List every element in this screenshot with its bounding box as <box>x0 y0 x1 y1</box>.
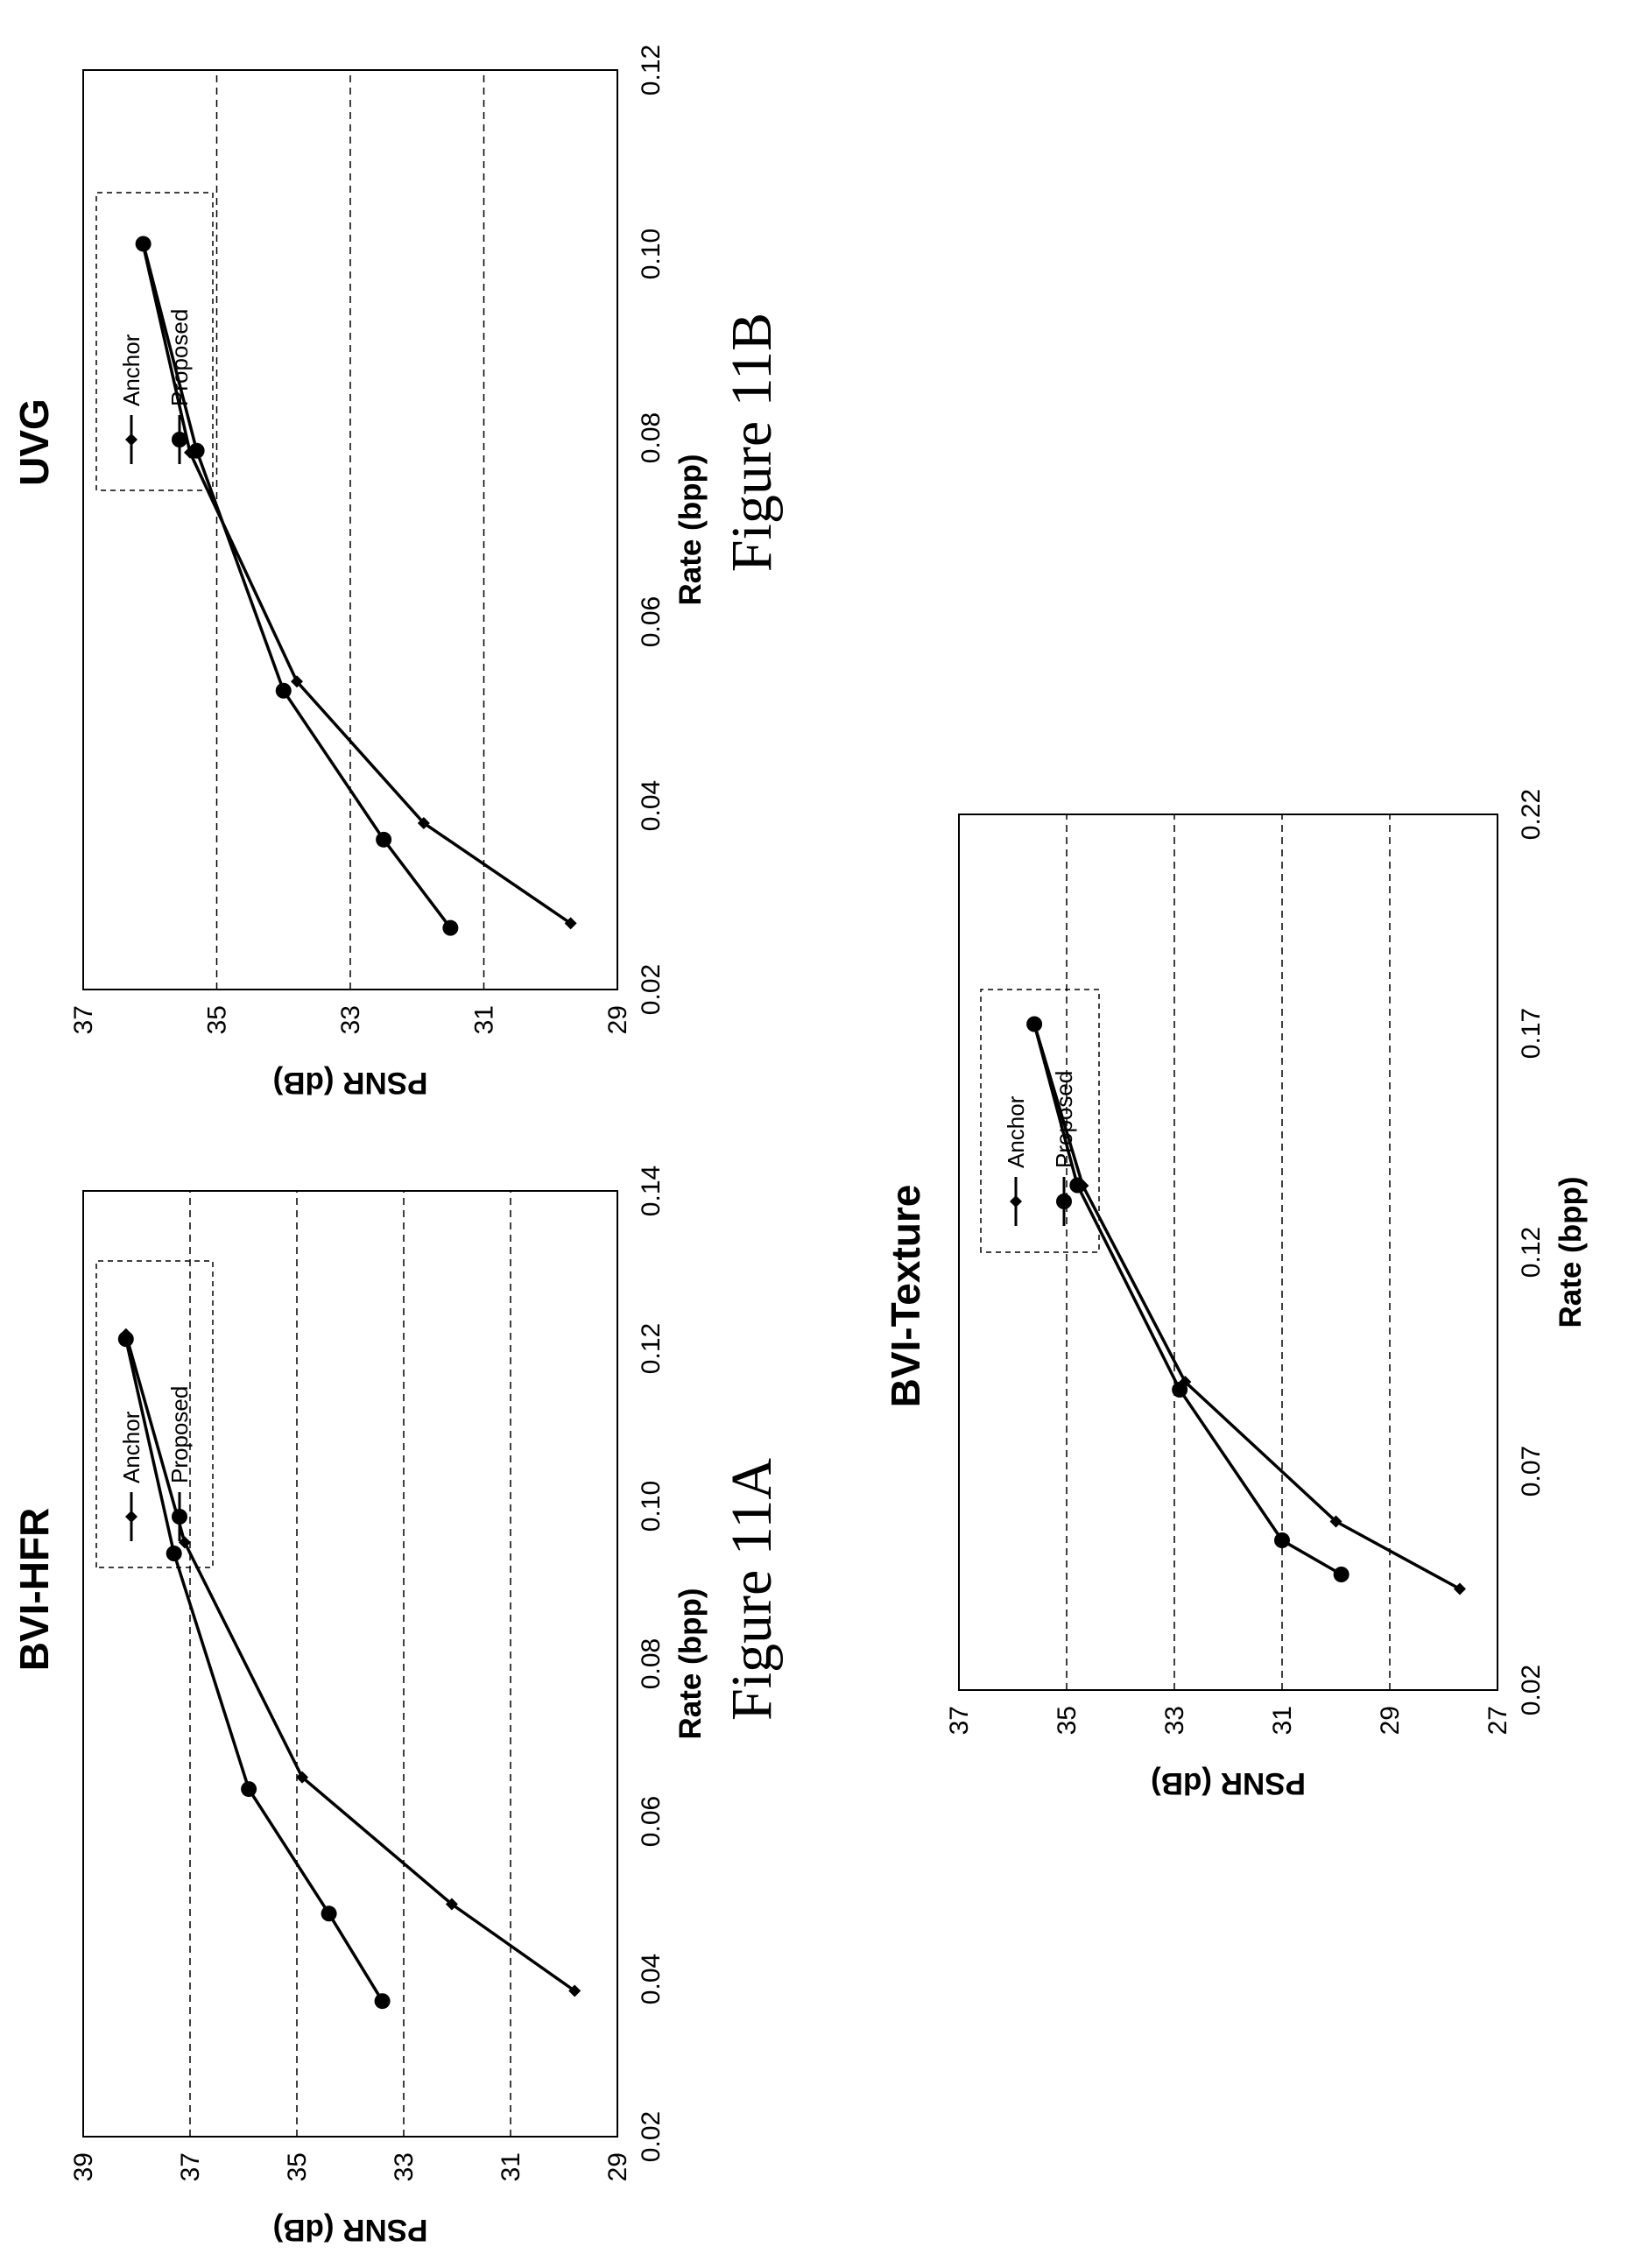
data-point-anchor <box>296 1771 309 1784</box>
legend-marker-proposed <box>172 432 187 447</box>
x-tick-label: 0.17 <box>1517 1008 1546 1059</box>
y-tick-label: 37 <box>176 2152 205 2181</box>
x-tick-label: 0.02 <box>637 2111 666 2162</box>
data-point-proposed <box>275 682 292 699</box>
data-point-proposed <box>117 1331 134 1348</box>
y-tick-label: 35 <box>203 1005 232 1034</box>
x-tick-label: 0.07 <box>1517 1446 1546 1497</box>
y-tick-label: 35 <box>1053 1706 1082 1735</box>
x-tick-label: 0.10 <box>637 1481 666 1532</box>
y-tick-label: 31 <box>470 1005 499 1034</box>
data-point-proposed <box>1069 1177 1086 1194</box>
legend-box <box>95 192 214 491</box>
legend-marker-proposed <box>1056 1194 1072 1209</box>
x-tick-label: 0.14 <box>637 1166 666 1216</box>
x-tick-label: 0.06 <box>637 1796 666 1847</box>
y-tick-label: 29 <box>603 2152 632 2181</box>
x-tick-label: 0.08 <box>637 1638 666 1689</box>
y-tick-label: 29 <box>1376 1706 1405 1735</box>
x-tick-label: 0.12 <box>1517 1227 1546 1278</box>
legend-marker-anchor <box>125 433 137 446</box>
y-tick-label: 37 <box>945 1706 974 1735</box>
y-tick-label: 37 <box>69 1005 98 1034</box>
y-tick-label: 39 <box>69 2152 98 2181</box>
data-point-proposed <box>166 1546 182 1561</box>
data-point-proposed <box>188 442 205 459</box>
y-tick-label: 27 <box>1483 1706 1512 1735</box>
plot-area-frame <box>82 69 618 990</box>
legend-label-proposed: Proposed <box>166 1386 193 1483</box>
x-tick-label: 0.10 <box>637 229 666 279</box>
data-point-anchor <box>291 675 303 688</box>
chart-figA: BVI-HFR 29 31 33 35 37 39 0.02 0.04 0.06 0.08 0.10 0… <box>11 1166 784 2247</box>
legend-label-proposed: Proposed <box>166 309 193 406</box>
legend-label-anchor: Anchor <box>118 1411 144 1483</box>
x-tick-label: 0.06 <box>637 596 666 647</box>
data-point-proposed <box>1333 1567 1350 1582</box>
y-tick-label: 33 <box>336 1005 365 1034</box>
y-axis-label: PSNR (dB) <box>273 2213 428 2247</box>
x-tick-label: 0.08 <box>637 412 666 463</box>
x-tick-label: 0.12 <box>637 45 666 95</box>
y-tick-label: 35 <box>283 2152 312 2181</box>
y-tick-label: 29 <box>603 1005 632 1034</box>
data-point-proposed <box>1172 1382 1188 1398</box>
legend-label-anchor: Anchor <box>1003 1095 1029 1168</box>
x-tick-label: 0.04 <box>637 780 666 831</box>
y-tick-label: 33 <box>390 2152 419 2181</box>
x-axis-label: Rate (bpp) <box>673 1588 708 1739</box>
x-tick-label: 0.12 <box>637 1323 666 1374</box>
x-tick-label: 0.02 <box>1517 1665 1546 1715</box>
data-point-anchor <box>445 1898 458 1911</box>
legend-marker-anchor <box>125 1511 137 1523</box>
data-point-proposed <box>321 1905 337 1922</box>
y-tick-label: 33 <box>1160 1706 1189 1735</box>
figure-caption: Figure 11B <box>720 313 784 572</box>
data-point-anchor <box>1329 1515 1342 1528</box>
legend-marker-anchor <box>1010 1195 1022 1208</box>
x-tick-label: 0.02 <box>637 964 666 1015</box>
legend-box <box>980 989 1100 1253</box>
data-point-proposed <box>442 919 459 936</box>
y-tick-label: 31 <box>497 2152 525 2181</box>
data-point-anchor <box>417 816 430 829</box>
y-tick-label: 31 <box>1268 1706 1297 1735</box>
y-axis-label: PSNR (dB) <box>273 1066 428 1100</box>
data-point-anchor <box>178 1536 191 1549</box>
plot-area-frame <box>82 1190 618 2138</box>
x-tick-label: 0.22 <box>1517 789 1546 840</box>
chart-figC: BVI-Texture 27 29 31 33 35 37 0.02 0.07 0.12 0.17 0… <box>883 789 1642 1800</box>
y-axis-label: PSNR (dB) <box>1151 1766 1306 1800</box>
data-point-proposed <box>135 236 152 252</box>
legend-label-anchor: Anchor <box>118 334 144 406</box>
chart-title: UVG <box>11 398 57 486</box>
data-point-proposed <box>1274 1532 1290 1548</box>
figure-caption: Figure 11C <box>1631 1166 1642 1426</box>
data-point-anchor <box>568 1984 581 1997</box>
legend-label-proposed: Proposed <box>1051 1071 1077 1168</box>
plot-area-frame <box>958 814 1498 1691</box>
legend-marker-proposed <box>172 1509 187 1525</box>
x-axis-label: Rate (bpp) <box>1554 1176 1588 1328</box>
figure-caption: Figure 11A <box>720 1458 784 1721</box>
chart-figB: UVG 29 31 33 35 37 0.02 0.04 0.06 0.08 0.10 0.12 Rat… <box>11 45 784 1100</box>
x-axis-label: Rate (bpp) <box>673 454 708 605</box>
data-point-proposed <box>374 1993 391 2010</box>
data-point-proposed <box>376 831 392 848</box>
data-point-proposed <box>1026 1016 1043 1032</box>
data-point-proposed <box>241 1781 257 1798</box>
chart-title: BVI-Texture <box>883 1185 928 1408</box>
chart-title: BVI-HFR <box>11 1508 57 1672</box>
x-tick-label: 0.04 <box>637 1954 666 2004</box>
